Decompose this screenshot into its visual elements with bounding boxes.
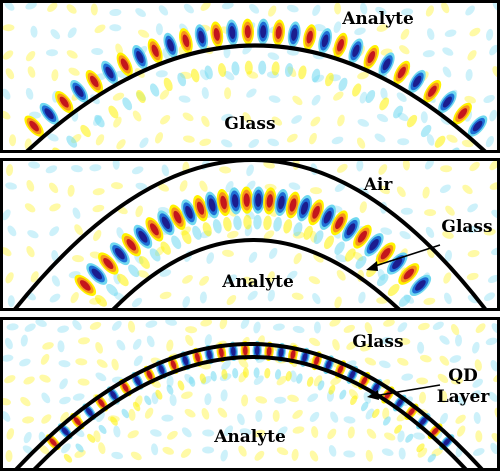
label-air: Air [363,175,394,195]
inner-glass-arc [111,238,401,308]
panel-bottom: Glass QD Layer Analyte [0,317,500,471]
panel-frame [0,158,500,311]
label-analyte-outer: Analyte [341,9,414,29]
label-analyte-core: Analyte [221,272,294,292]
panel-frame [0,0,500,153]
pointer-arrowhead-qd [367,390,379,400]
label-glass-core: Glass [224,114,275,134]
outer-glass-arc [13,161,487,308]
field-middle [3,161,497,308]
interface-arc [25,43,487,150]
label-qd: QD [448,366,478,386]
label-glass-shell: Glass [441,217,492,237]
pointer-arrowhead-glass [366,261,378,271]
field-lobes-top [24,18,488,150]
field-top [3,3,497,150]
panel-frame [0,317,500,471]
panel-middle: Air Glass Analyte [0,158,500,311]
outer-layer-arc [14,342,484,468]
field-bottom [3,320,497,468]
label-glass-outer: Glass [352,332,403,352]
field-lobes-middle [74,186,432,307]
inner-layer-arc [33,355,468,468]
pointer-arrow-glass [371,244,441,268]
label-layer: Layer [437,387,491,407]
pointer-arrow-qd [373,384,441,397]
label-analyte-bottom: Analyte [213,427,286,447]
